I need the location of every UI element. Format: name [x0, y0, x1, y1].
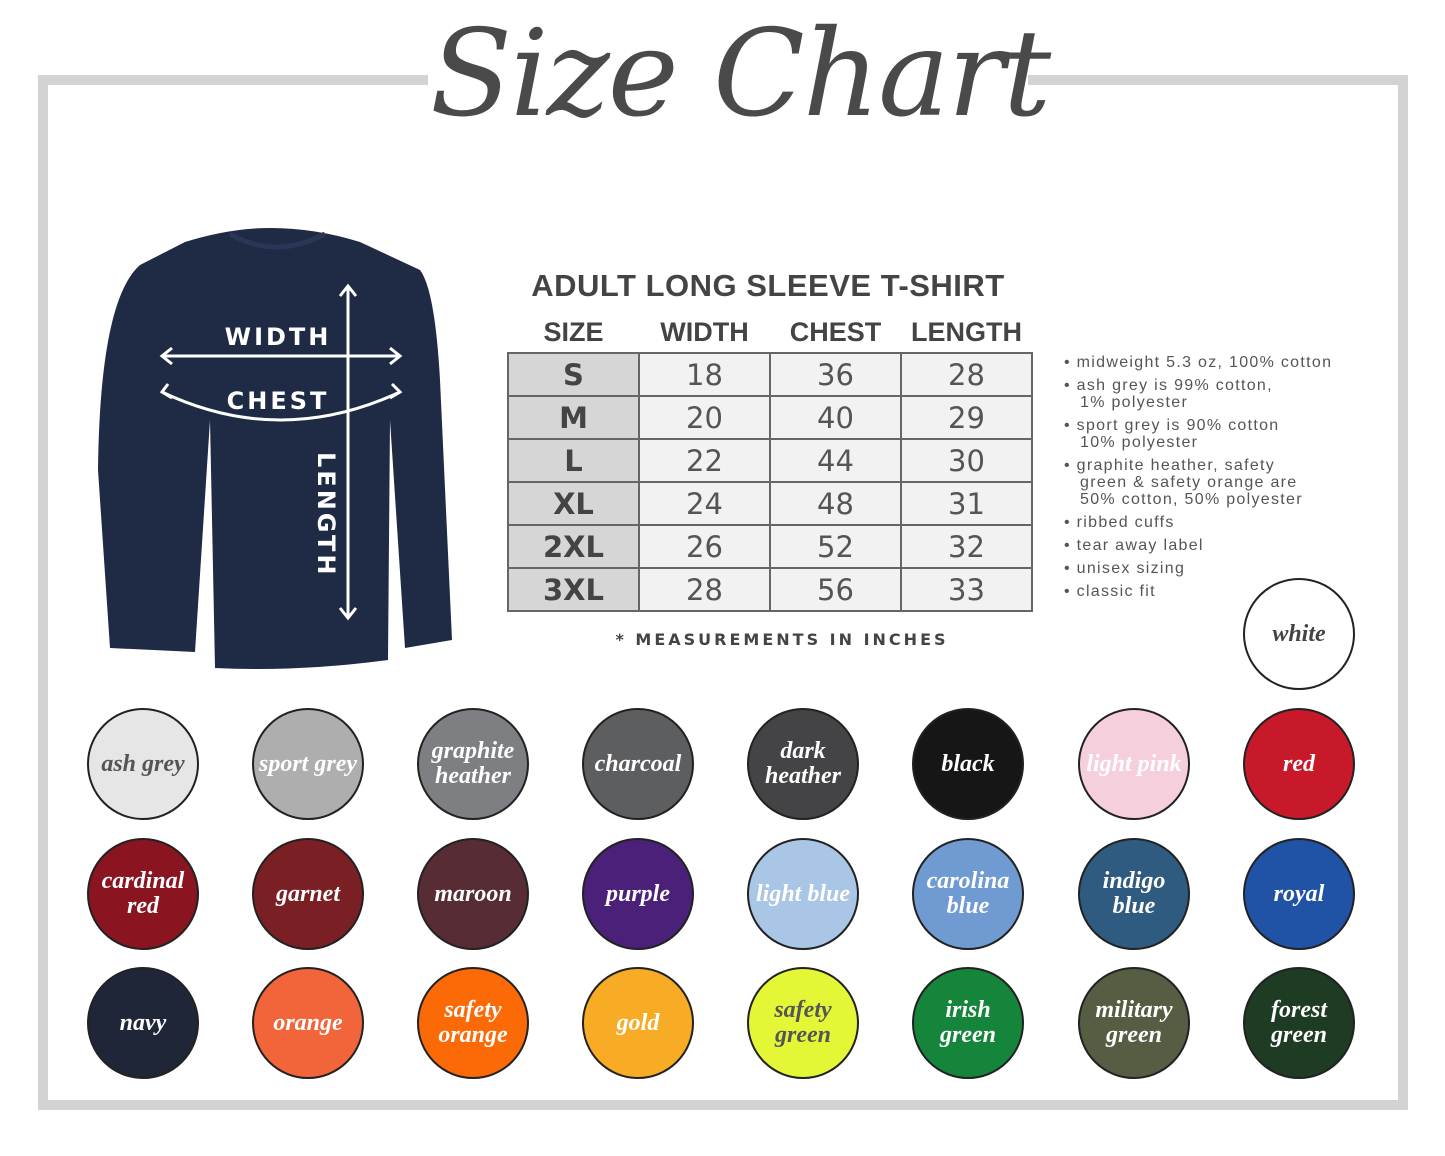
color-swatch: forest green: [1243, 967, 1355, 1079]
value-cell: 18: [638, 352, 771, 397]
table-row: M 20 40 29: [507, 395, 1033, 440]
color-swatch: purple: [582, 838, 694, 950]
table-row: XL 24 48 31: [507, 481, 1033, 526]
table-row: 3XL 28 56 33: [507, 567, 1033, 612]
color-swatch: safety orange: [417, 967, 529, 1079]
length-label: LENGTH: [312, 452, 340, 578]
value-cell: 30: [900, 438, 1033, 483]
feature-item: tear away label: [1064, 537, 1332, 554]
color-swatch: indigo blue: [1078, 838, 1190, 950]
feature-item: unisex sizing: [1064, 560, 1332, 577]
header-width: WIDTH: [660, 316, 749, 347]
color-swatch: light blue: [747, 838, 859, 950]
color-swatch: navy: [87, 967, 199, 1079]
value-cell: 29: [900, 395, 1033, 440]
size-cell: XL: [507, 481, 640, 526]
value-cell: 40: [769, 395, 902, 440]
color-swatch: charcoal: [582, 708, 694, 820]
color-swatch: ash grey: [87, 708, 199, 820]
value-cell: 22: [638, 438, 771, 483]
value-cell: 31: [900, 481, 1033, 526]
header-size: SIZE: [543, 316, 604, 347]
value-cell: 48: [769, 481, 902, 526]
color-swatch: orange: [252, 967, 364, 1079]
size-cell: M: [507, 395, 640, 440]
feature-list: midweight 5.3 oz, 100% cotton ash grey is…: [1064, 354, 1332, 606]
size-cell: S: [507, 352, 640, 397]
color-swatch: maroon: [417, 838, 529, 950]
color-swatch: black: [912, 708, 1024, 820]
shirt-collar: [228, 231, 327, 250]
header-length: LENGTH: [911, 316, 1022, 347]
feature-item: midweight 5.3 oz, 100% cotton: [1064, 354, 1332, 371]
color-swatch: cardinal red: [87, 838, 199, 950]
table-row: L 22 44 30: [507, 438, 1033, 483]
feature-item: ribbed cuffs: [1064, 514, 1332, 531]
size-cell: L: [507, 438, 640, 483]
color-swatch: garnet: [252, 838, 364, 950]
page-title: Size Chart: [430, 5, 1051, 144]
color-swatch: royal: [1243, 838, 1355, 950]
color-swatch: irish green: [912, 967, 1024, 1079]
value-cell: 33: [900, 567, 1033, 612]
color-swatch: carolina blue: [912, 838, 1024, 950]
value-cell: 52: [769, 524, 902, 569]
color-swatch: red: [1243, 708, 1355, 820]
value-cell: 32: [900, 524, 1033, 569]
table-row: S 18 36 28: [507, 352, 1033, 397]
color-swatch: gold: [582, 967, 694, 1079]
chest-label: CHEST: [227, 387, 330, 415]
color-swatch: white: [1243, 578, 1355, 690]
measurement-arrows: [159, 283, 403, 621]
color-swatch: dark heather: [747, 708, 859, 820]
shirt-body: [98, 228, 452, 669]
feature-item: ash grey is 99% cotton, 1% polyester: [1064, 377, 1332, 411]
measurement-note: * MEASUREMENTS IN INCHES: [615, 630, 949, 649]
value-cell: 28: [900, 352, 1033, 397]
color-swatch: military green: [1078, 967, 1190, 1079]
value-cell: 24: [638, 481, 771, 526]
width-label: WIDTH: [225, 323, 332, 351]
size-cell: 3XL: [507, 567, 640, 612]
table-title: ADULT LONG SLEEVE T-SHIRT: [531, 268, 1005, 303]
shirt-illustration: WIDTH CHEST LENGTH: [98, 228, 452, 669]
value-cell: 44: [769, 438, 902, 483]
color-swatch: sport grey: [252, 708, 364, 820]
size-cell: 2XL: [507, 524, 640, 569]
value-cell: 28: [638, 567, 771, 612]
value-cell: 36: [769, 352, 902, 397]
feature-item: sport grey is 90% cotton 10% polyester: [1064, 417, 1332, 451]
table-row: 2XL 26 52 32: [507, 524, 1033, 569]
color-swatch: graphite heather: [417, 708, 529, 820]
header-chest: CHEST: [789, 316, 882, 347]
feature-item: graphite heather, safety green & safety …: [1064, 457, 1332, 508]
value-cell: 26: [638, 524, 771, 569]
feature-item: classic fit: [1064, 583, 1332, 600]
color-swatch: light pink: [1078, 708, 1190, 820]
value-cell: 56: [769, 567, 902, 612]
size-table: SIZE WIDTH CHEST LENGTH S 18 36 28 M 20 40 29 L 2…: [507, 312, 1033, 612]
value-cell: 20: [638, 395, 771, 440]
color-swatch: safety green: [747, 967, 859, 1079]
